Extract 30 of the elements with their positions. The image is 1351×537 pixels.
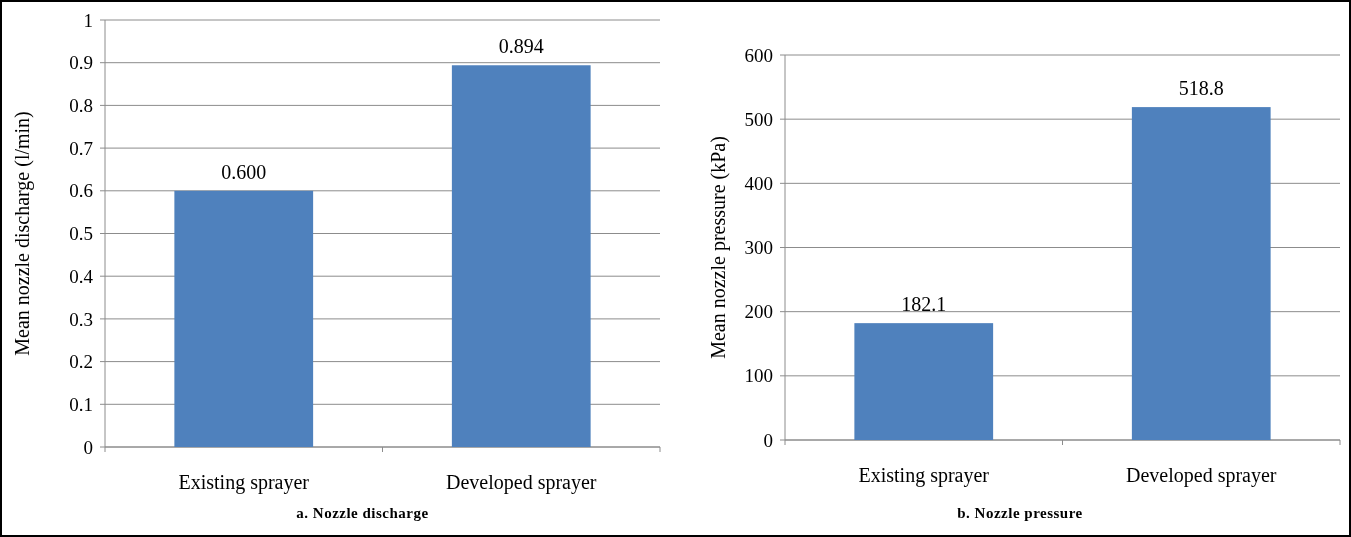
y-tick-label: 0.8 [69, 95, 93, 117]
x-tick-label: Existing sprayer [178, 471, 310, 494]
data-label: 0.600 [221, 160, 267, 183]
x-tick-label: Existing sprayer [858, 464, 990, 487]
y-tick-label: 0 [763, 429, 773, 451]
y-tick-label: 0.2 [69, 351, 93, 373]
text: a. Nozzle discharge [296, 505, 429, 521]
data-label: 0.894 [498, 35, 544, 58]
y-tick-label: 0.4 [69, 265, 94, 287]
y-tick-label: 0.6 [69, 180, 93, 202]
y-tick-label: 0.7 [69, 137, 93, 159]
y-tick-label: 0.5 [69, 223, 93, 245]
y-tick-label: 0.1 [69, 393, 93, 415]
y-tick-label: 500 [744, 108, 773, 130]
data-label: 518.8 [1178, 77, 1224, 100]
y-axis-title: Mean nozzle pressure (kPa) [707, 136, 730, 359]
y-tick-label: 100 [744, 365, 773, 387]
text: b. Nozzle pressure [957, 505, 1083, 521]
y-tick-label: 0 [83, 436, 93, 458]
y-tick-label: 0.9 [69, 52, 93, 74]
y-tick-label: 0.3 [69, 308, 93, 330]
x-tick-label: Developed sprayer [446, 471, 597, 494]
y-tick-label: 400 [744, 172, 773, 194]
y-axis-title: Mean nozzle discharge (l/min) [11, 111, 34, 356]
y-tick-label: 300 [744, 237, 773, 259]
y-tick-label: 600 [744, 44, 773, 66]
y-tick-label: 200 [744, 301, 773, 323]
data-label: 182.1 [901, 293, 947, 316]
x-tick-label: Developed sprayer [1126, 464, 1277, 487]
y-tick-label: 1 [83, 9, 93, 31]
